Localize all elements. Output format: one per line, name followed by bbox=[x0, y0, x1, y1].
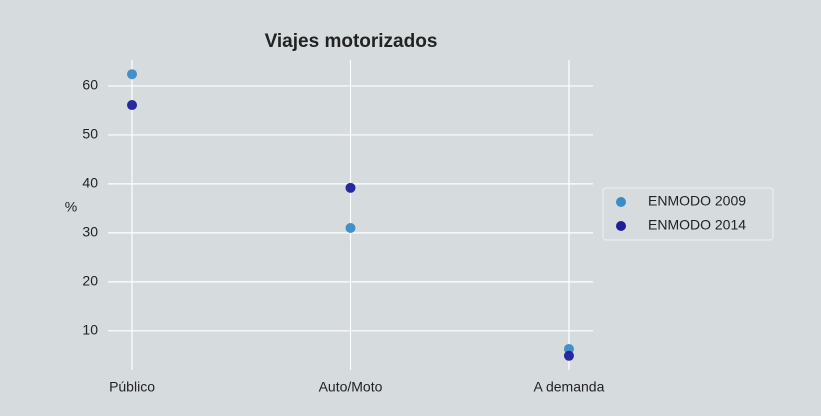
legend-box bbox=[602, 187, 774, 241]
x-tick-label: A demanda bbox=[534, 379, 605, 395]
point bbox=[345, 182, 356, 193]
legend-marker bbox=[616, 221, 626, 231]
chart-title: Viajes motorizados bbox=[265, 31, 438, 52]
y-tick-label: 20 bbox=[82, 273, 98, 289]
y-tick-label: 40 bbox=[82, 175, 98, 191]
x-tick-label: Auto/Moto bbox=[319, 379, 383, 395]
y-tick-label: 10 bbox=[82, 322, 98, 338]
point bbox=[345, 222, 356, 233]
legend-label: ENMODO 2014 bbox=[648, 217, 746, 233]
y-tick-label: 50 bbox=[82, 126, 98, 142]
y-tick-label: 30 bbox=[82, 224, 98, 240]
point bbox=[563, 350, 574, 361]
point bbox=[563, 343, 574, 354]
y-tick-label: 60 bbox=[82, 77, 98, 93]
legend-marker bbox=[616, 197, 626, 207]
point bbox=[127, 100, 138, 111]
x-tick-label: Público bbox=[109, 379, 155, 395]
point bbox=[127, 69, 138, 80]
y-axis-label: % bbox=[65, 199, 77, 215]
legend-label: ENMODO 2009 bbox=[648, 193, 746, 209]
